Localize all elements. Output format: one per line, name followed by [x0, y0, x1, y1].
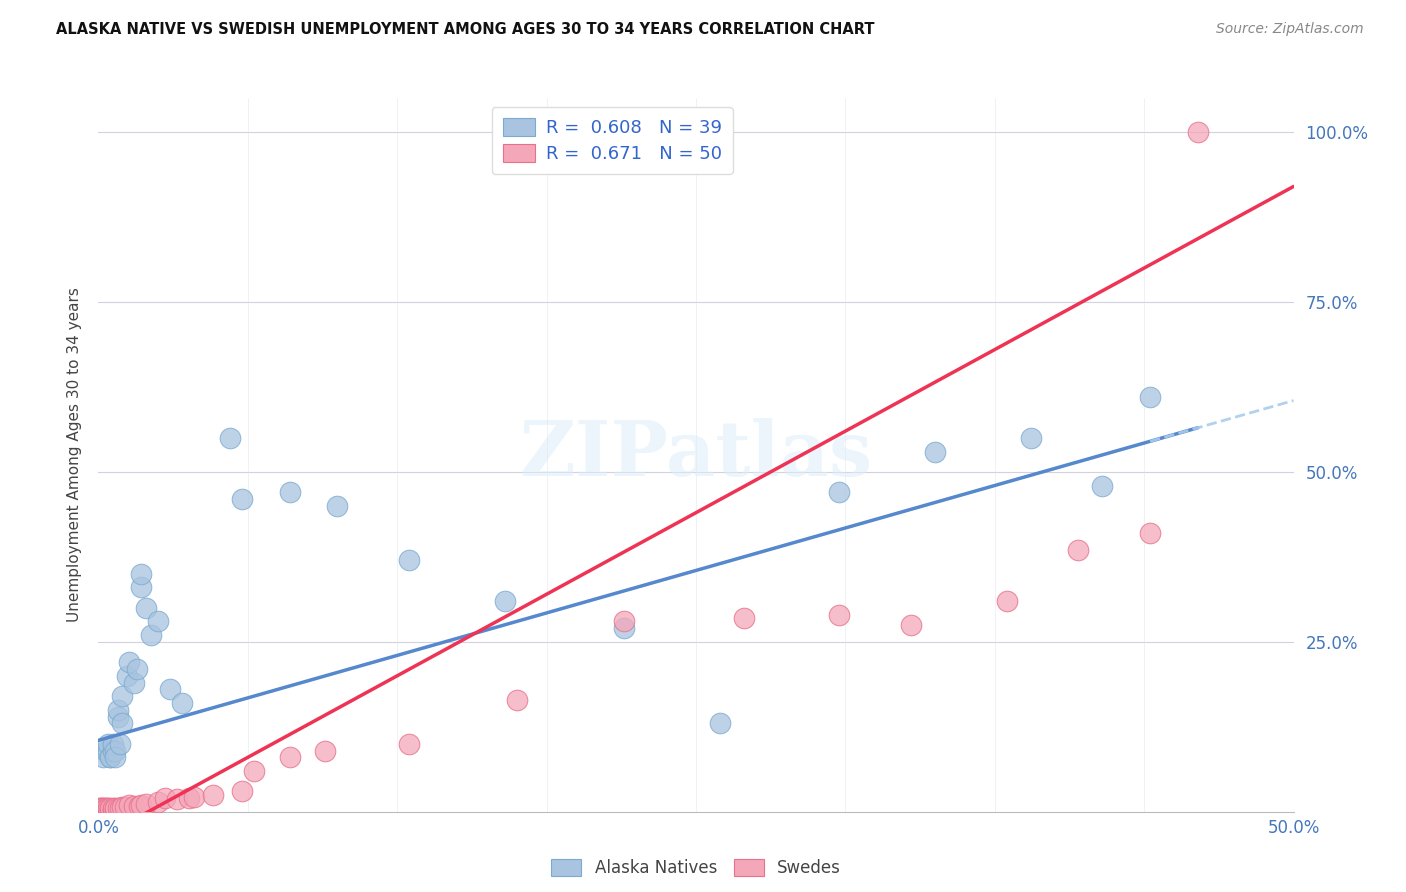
Point [231, 492, 253, 507]
Point [94, 800, 117, 814]
Text: ALASKA NATIVE VS SWEDISH UNEMPLOYMENT AMONG AGES 30 TO 34 YEARS CORRELATION CHAR: ALASKA NATIVE VS SWEDISH UNEMPLOYMENT AM… [56, 22, 875, 37]
Point [97, 801, 120, 815]
Point [1091, 478, 1114, 492]
Point [107, 800, 129, 814]
Point [90, 801, 112, 815]
Point [1019, 431, 1042, 445]
Point [111, 716, 134, 731]
Point [98, 803, 122, 817]
Point [104, 750, 127, 764]
Point [315, 743, 337, 757]
Point [733, 611, 755, 625]
Point [91, 800, 114, 814]
Point [97, 737, 120, 751]
Point [124, 675, 146, 690]
Point [114, 800, 136, 814]
Point [94, 803, 117, 817]
Point [131, 581, 153, 595]
Point [709, 716, 731, 731]
Point [108, 801, 131, 815]
Point [278, 485, 301, 500]
Text: Source: ZipAtlas.com: Source: ZipAtlas.com [1216, 22, 1364, 37]
Point [87, 801, 110, 815]
Point [118, 655, 141, 669]
Point [1139, 526, 1161, 541]
Point [101, 743, 124, 757]
Point [135, 797, 157, 811]
Point [1067, 543, 1090, 558]
Point [97, 803, 120, 817]
Point [172, 696, 194, 710]
Point [243, 764, 266, 778]
Point [166, 792, 188, 806]
Point [98, 750, 122, 764]
Point [111, 800, 134, 814]
Point [104, 802, 127, 816]
Point [995, 594, 1018, 608]
Point [202, 788, 225, 802]
Point [924, 444, 946, 458]
Legend: Alaska Natives, Swedes: Alaska Natives, Swedes [543, 851, 849, 886]
Point [183, 789, 205, 804]
Point [613, 615, 636, 629]
Point [613, 621, 636, 635]
Point [828, 607, 851, 622]
Point [101, 801, 124, 815]
Point [124, 799, 146, 814]
Point [94, 802, 117, 816]
Point [98, 802, 122, 816]
Point [506, 692, 529, 706]
Point [115, 669, 138, 683]
Point [231, 784, 253, 798]
Point [104, 801, 127, 815]
Point [900, 617, 922, 632]
Point [98, 750, 122, 764]
Point [111, 689, 134, 703]
Point [398, 553, 420, 567]
Point [159, 682, 181, 697]
Point [91, 750, 114, 764]
Point [98, 800, 122, 814]
Point [1187, 125, 1209, 139]
Point [97, 743, 120, 757]
Point [94, 743, 117, 757]
Point [118, 797, 141, 812]
Point [94, 801, 117, 815]
Point [91, 802, 114, 816]
Point [278, 750, 301, 764]
Point [494, 594, 516, 608]
Point [107, 709, 129, 723]
Point [101, 737, 124, 751]
Point [101, 803, 124, 817]
Point [97, 802, 120, 816]
Point [326, 499, 349, 513]
Point [139, 628, 162, 642]
Point [219, 431, 242, 445]
Y-axis label: Unemployment Among Ages 30 to 34 years: Unemployment Among Ages 30 to 34 years [67, 287, 83, 623]
Point [125, 662, 148, 676]
Point [179, 791, 201, 805]
Point [107, 703, 129, 717]
Point [148, 795, 170, 809]
Point [104, 743, 127, 757]
Point [128, 798, 150, 813]
Text: ZIPatlas: ZIPatlas [519, 418, 873, 491]
Point [1139, 390, 1161, 404]
Point [131, 566, 153, 581]
Point [91, 801, 114, 815]
Point [148, 615, 170, 629]
Point [131, 797, 153, 812]
Point [398, 737, 420, 751]
Point [155, 791, 177, 805]
Point [101, 802, 124, 816]
Point [828, 485, 851, 500]
Point [108, 737, 131, 751]
Point [135, 600, 157, 615]
Point [90, 800, 112, 814]
